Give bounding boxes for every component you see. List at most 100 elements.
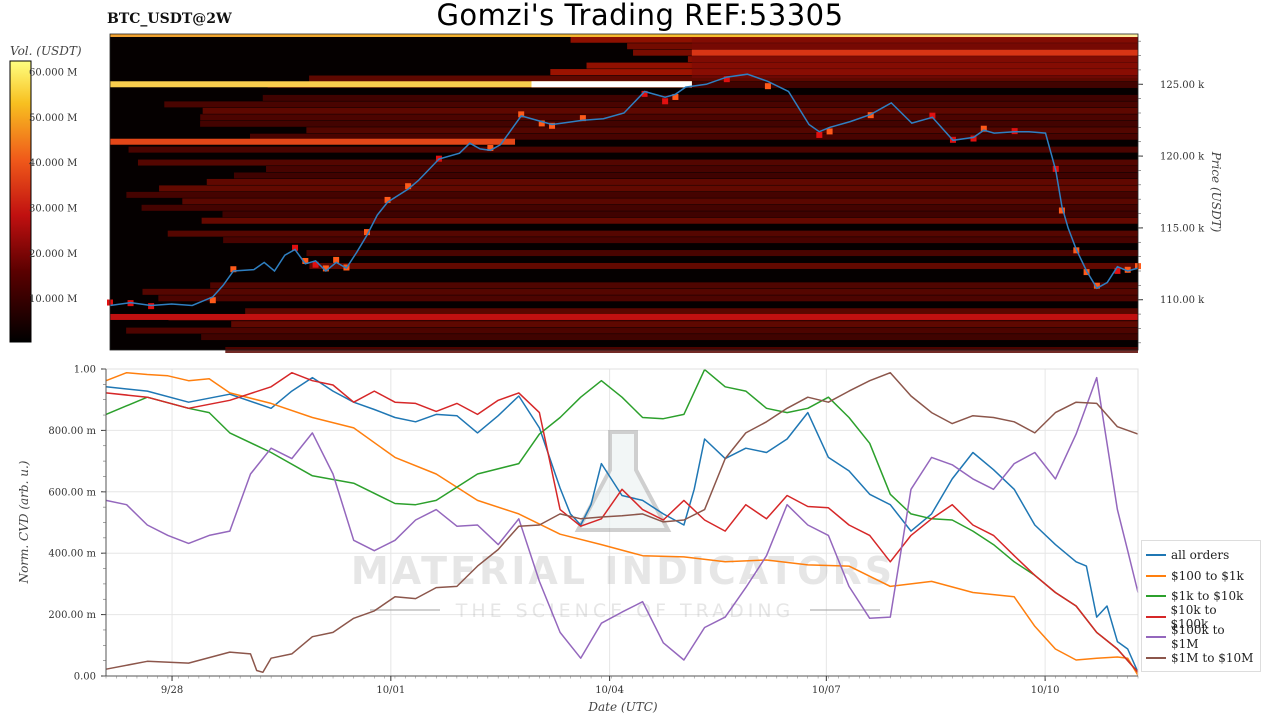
order-hotspot bbox=[302, 257, 309, 264]
legend-item: $100 to $1k bbox=[1146, 566, 1256, 587]
watermark: MATERIAL INDICATORS THE SCIENCE OF TRADIN… bbox=[351, 430, 895, 622]
major-liquidity-band bbox=[691, 49, 1138, 56]
order-hotspot bbox=[826, 128, 833, 135]
liquidity-band bbox=[262, 94, 1138, 101]
cvd-x-axis-label: Date (UTC) bbox=[587, 700, 657, 714]
order-hotspot bbox=[405, 183, 412, 190]
order-hotspot bbox=[209, 297, 216, 304]
legend-swatch bbox=[1146, 595, 1166, 598]
liquidity-band bbox=[126, 327, 1139, 334]
liquidity-zone bbox=[691, 38, 1138, 78]
price-axis-label: Price (USDT) bbox=[1209, 151, 1223, 233]
cvd-y-tick-label: 400.00 m bbox=[48, 549, 96, 560]
liquidity-band bbox=[201, 217, 1138, 224]
legend-label: $1k to $10k bbox=[1171, 589, 1244, 604]
liquidity-band bbox=[210, 282, 1139, 289]
liquidity-band bbox=[200, 114, 1138, 121]
liquidity-bands bbox=[126, 36, 1139, 353]
liquidity-band bbox=[142, 288, 1139, 295]
order-hotspot bbox=[641, 90, 648, 97]
liquidity-band bbox=[141, 204, 1139, 211]
liquidity-band bbox=[222, 211, 1138, 218]
legend-swatch bbox=[1146, 636, 1166, 639]
liquidity-band bbox=[159, 185, 1139, 192]
order-hotspot bbox=[487, 144, 494, 151]
cvd-series-line bbox=[105, 371, 1139, 673]
cvd-y-axis-label: Norm. CVD (arb. u.) bbox=[17, 460, 31, 584]
legend-label: $100k to $1M bbox=[1170, 623, 1225, 652]
colorbar-label: Vol. (USDT) bbox=[10, 44, 82, 58]
cvd-series-line bbox=[105, 371, 1139, 676]
order-hotspot bbox=[672, 93, 679, 100]
order-hotspot bbox=[579, 115, 586, 122]
order-hotspot bbox=[384, 196, 391, 203]
legend-label: $100 to $1k bbox=[1171, 568, 1244, 583]
liquidity-band bbox=[201, 334, 1138, 341]
order-hotspot bbox=[549, 122, 556, 129]
order-hotspot bbox=[230, 266, 237, 273]
cvd-x-tick-label: 10/01 bbox=[376, 685, 405, 696]
order-hotspot bbox=[312, 261, 319, 268]
cvd-x-tick-label: 10/07 bbox=[812, 685, 841, 696]
cvd-series-line bbox=[105, 376, 1139, 673]
heatmap-frame bbox=[109, 33, 1139, 351]
cvd-y-tick-label: 600.00 m bbox=[48, 487, 96, 498]
major-liquidity-band bbox=[531, 81, 692, 88]
watermark-subtitle: THE SCIENCE OF TRADING bbox=[455, 600, 795, 622]
liquidity-band bbox=[128, 146, 1138, 153]
major-liquidity-band bbox=[110, 138, 516, 145]
cvd-y-tick-label: 1.00 bbox=[74, 365, 96, 376]
legend-item: $1M to $10M bbox=[1146, 648, 1256, 669]
cvd-series-line bbox=[105, 368, 1139, 673]
order-hotspot bbox=[322, 265, 329, 272]
order-hotspot bbox=[970, 135, 977, 142]
cvd-legend: all orders $100 to $1k $1k to $10k $10k to … bbox=[1141, 540, 1261, 672]
liquidity-band bbox=[223, 237, 1138, 244]
order-hotspot bbox=[1058, 207, 1065, 214]
order-hotspot bbox=[723, 76, 730, 83]
liquidity-band bbox=[200, 120, 1138, 127]
price-tick-label: 120.00 k bbox=[1160, 152, 1205, 163]
cvd-series-line bbox=[105, 371, 1139, 674]
liquidity-band bbox=[126, 191, 1139, 198]
liquidity-band bbox=[306, 127, 1139, 134]
major-liquidity-band bbox=[110, 313, 1138, 320]
cvd-y-tick-label: 0.00 bbox=[74, 672, 96, 683]
colorbar-tick-label: 60.000 M bbox=[29, 68, 77, 79]
liquidity-band bbox=[309, 262, 1138, 269]
liquidity-band bbox=[206, 178, 1139, 185]
order-hotspot bbox=[1093, 282, 1100, 289]
liquidity-band bbox=[266, 166, 1138, 173]
price-line bbox=[109, 73, 1139, 307]
order-hotspot bbox=[518, 111, 525, 118]
cvd-x-tick-label: 9/28 bbox=[161, 685, 183, 696]
order-hotspot bbox=[1124, 266, 1131, 273]
legend-item: $10k to $100k bbox=[1146, 603, 1256, 631]
cvd-x-tick-label: 10/04 bbox=[595, 685, 624, 696]
order-hotspot bbox=[980, 125, 987, 132]
liquidity-band bbox=[250, 133, 1139, 140]
order-hotspot bbox=[816, 131, 823, 138]
liquidity-band bbox=[231, 321, 1139, 328]
legend-label: all orders bbox=[1171, 548, 1230, 563]
liquidity-band bbox=[202, 107, 1139, 114]
watermark-title: MATERIAL INDICATORS bbox=[351, 549, 895, 593]
volume-colorbar bbox=[9, 60, 32, 343]
liquidity-band bbox=[245, 308, 1138, 315]
chart-title: Gomzi's Trading REF:53305 bbox=[436, 0, 844, 32]
order-hotspot bbox=[764, 83, 771, 90]
order-hotspot bbox=[333, 256, 340, 263]
price-tick-label: 115.00 k bbox=[1160, 223, 1205, 234]
colorbar-tick-label: 30.000 M bbox=[29, 204, 77, 215]
liquidity-band bbox=[167, 230, 1139, 237]
liquidity-band bbox=[164, 101, 1139, 108]
legend-swatch bbox=[1146, 574, 1166, 577]
colorbar-tick-label: 20.000 M bbox=[29, 249, 77, 260]
market-pair-label: BTC_USDT@2W bbox=[107, 11, 232, 27]
liquidity-band bbox=[306, 250, 1138, 257]
legend-item: all orders bbox=[1146, 545, 1256, 566]
legend-item: $100k to $1M bbox=[1146, 623, 1256, 651]
liquidity-band bbox=[137, 159, 1139, 166]
colorbar-tick-label: 40.000 M bbox=[29, 158, 77, 169]
colorbar-tick-label: 10.000 M bbox=[29, 294, 77, 305]
